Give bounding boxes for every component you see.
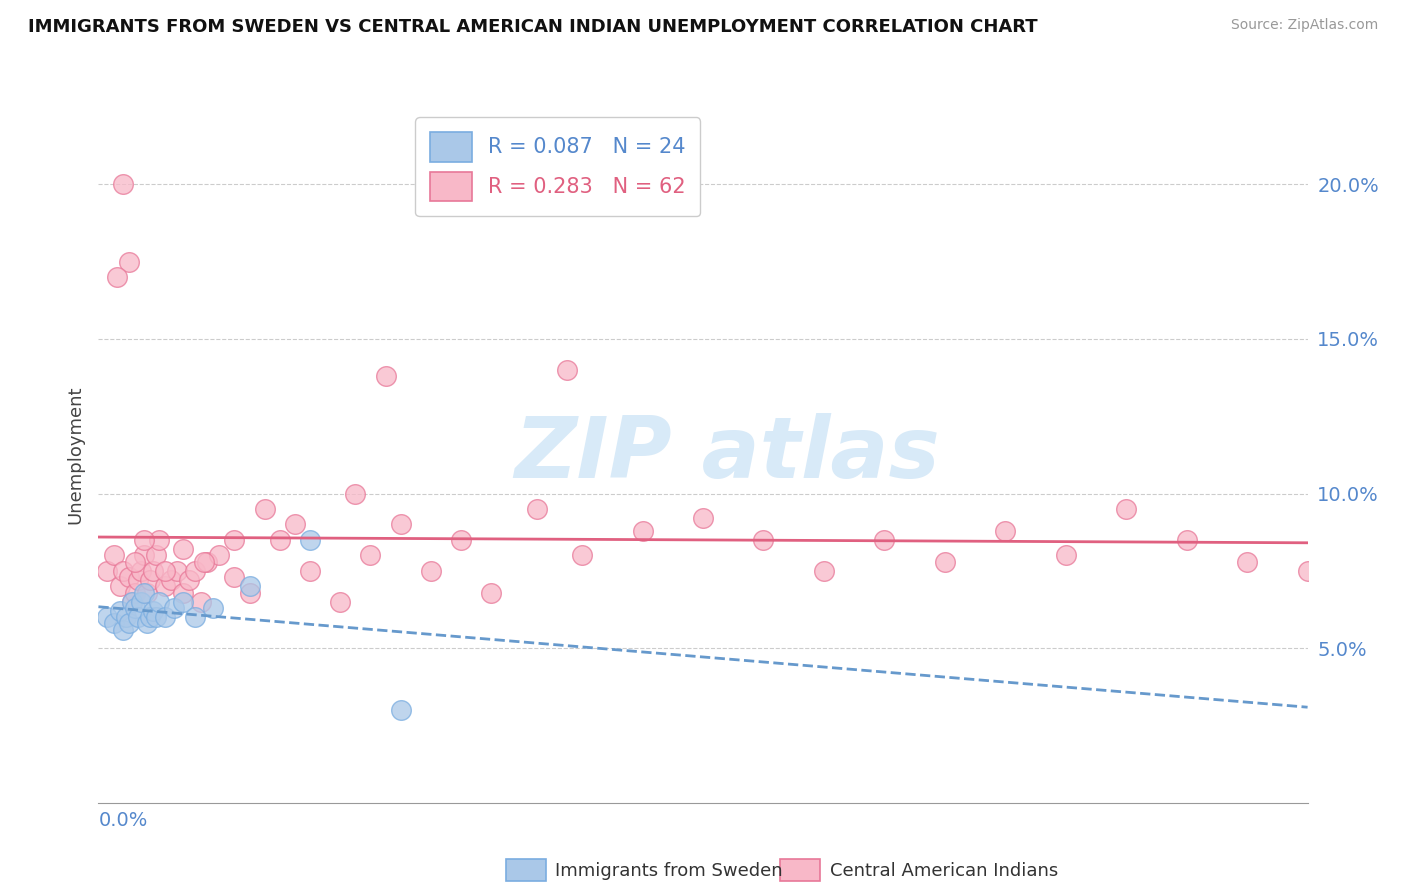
Text: Source: ZipAtlas.com: Source: ZipAtlas.com xyxy=(1230,18,1378,32)
Point xyxy=(163,601,186,615)
Point xyxy=(132,585,155,599)
Point xyxy=(148,533,170,547)
Point xyxy=(153,579,176,593)
Point xyxy=(129,564,152,578)
Point xyxy=(184,610,207,624)
Point xyxy=(145,549,167,563)
Point xyxy=(269,533,291,547)
Point xyxy=(224,570,246,584)
Point xyxy=(934,555,956,569)
Point xyxy=(873,533,896,547)
Point xyxy=(103,616,125,631)
Point xyxy=(329,595,352,609)
Point xyxy=(172,595,194,609)
Point xyxy=(299,533,322,547)
Point xyxy=(389,703,412,717)
Point xyxy=(148,595,170,609)
Point xyxy=(139,610,162,624)
Point xyxy=(96,610,118,624)
Point xyxy=(111,623,134,637)
Point xyxy=(142,604,165,618)
Point xyxy=(813,564,835,578)
Point xyxy=(129,595,152,609)
Point xyxy=(111,178,134,192)
Point xyxy=(450,533,472,547)
Point xyxy=(184,564,207,578)
Point xyxy=(202,601,225,615)
Point xyxy=(360,549,382,563)
Point xyxy=(96,564,118,578)
Point xyxy=(1054,549,1077,563)
Point xyxy=(253,502,276,516)
Point xyxy=(118,616,141,631)
Point xyxy=(127,610,149,624)
Point xyxy=(103,549,125,563)
Point xyxy=(631,524,654,538)
Point xyxy=(481,585,503,599)
Point xyxy=(239,579,262,593)
Point xyxy=(284,517,307,532)
Point xyxy=(389,517,412,532)
Point xyxy=(139,573,162,587)
Point xyxy=(124,555,146,569)
Point xyxy=(692,511,714,525)
Text: Immigrants from Sweden: Immigrants from Sweden xyxy=(555,862,783,880)
Text: ZIP atlas: ZIP atlas xyxy=(515,413,941,497)
Point xyxy=(752,533,775,547)
Point xyxy=(208,549,231,563)
Y-axis label: Unemployment: Unemployment xyxy=(66,385,84,524)
Point xyxy=(108,579,131,593)
Point xyxy=(344,486,367,500)
Point xyxy=(111,564,134,578)
Point xyxy=(124,585,146,599)
Point xyxy=(1296,564,1319,578)
Text: IMMIGRANTS FROM SWEDEN VS CENTRAL AMERICAN INDIAN UNEMPLOYMENT CORRELATION CHART: IMMIGRANTS FROM SWEDEN VS CENTRAL AMERIC… xyxy=(28,18,1038,36)
Point xyxy=(142,564,165,578)
Point xyxy=(193,555,215,569)
Point xyxy=(108,604,131,618)
Point xyxy=(1236,555,1258,569)
Point xyxy=(118,570,141,584)
Point xyxy=(555,363,578,377)
Point xyxy=(121,595,143,609)
Point xyxy=(145,610,167,624)
Point xyxy=(153,610,176,624)
Point xyxy=(172,585,194,599)
Point xyxy=(135,585,157,599)
Point xyxy=(135,616,157,631)
Point xyxy=(374,369,396,384)
Text: 0.0%: 0.0% xyxy=(98,811,148,830)
Point xyxy=(172,542,194,557)
Point xyxy=(177,573,201,587)
Point xyxy=(299,564,322,578)
Point xyxy=(1115,502,1137,516)
Point xyxy=(132,533,155,547)
Point xyxy=(1175,533,1198,547)
Point xyxy=(994,524,1017,538)
Point xyxy=(153,564,176,578)
Point xyxy=(190,595,212,609)
Point xyxy=(419,564,441,578)
Point xyxy=(526,502,548,516)
Point xyxy=(160,573,183,587)
Point xyxy=(166,564,188,578)
Point xyxy=(571,549,593,563)
Point xyxy=(124,601,146,615)
Point xyxy=(239,585,262,599)
Point xyxy=(114,610,136,624)
Point xyxy=(224,533,246,547)
Legend: R = 0.087   N = 24, R = 0.283   N = 62: R = 0.087 N = 24, R = 0.283 N = 62 xyxy=(415,118,700,216)
Text: Central American Indians: Central American Indians xyxy=(830,862,1057,880)
Point xyxy=(195,555,218,569)
Point xyxy=(127,573,149,587)
Point xyxy=(118,254,141,268)
Point xyxy=(121,595,143,609)
Point xyxy=(132,549,155,563)
Point xyxy=(105,270,128,285)
